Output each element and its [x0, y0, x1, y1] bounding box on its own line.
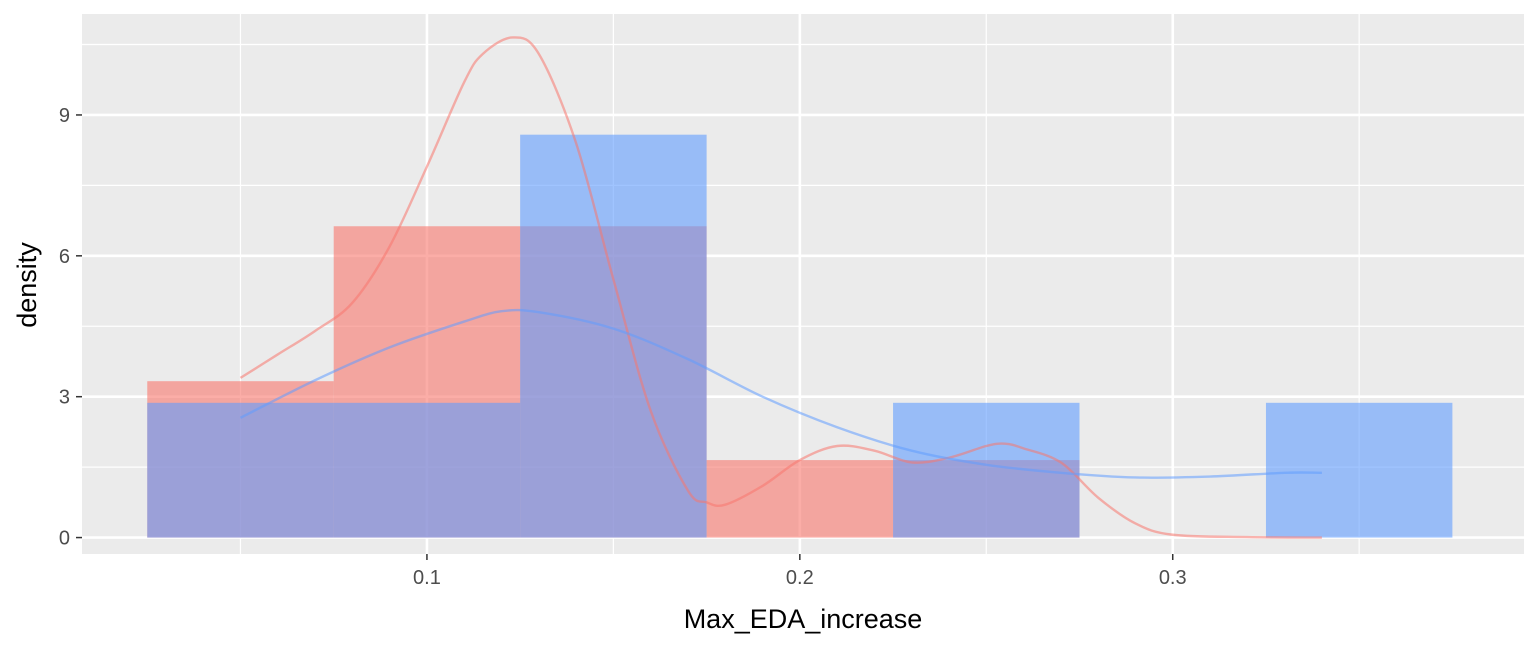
histogram-bar-series-1: [706, 460, 894, 538]
y-tick-label: 6: [59, 246, 70, 268]
x-axis-title: Max_EDA_increase: [684, 604, 923, 634]
y-tick-label: 9: [59, 105, 70, 127]
density-curve-series-1: [239, 36, 1322, 539]
x-tick-label: 0.2: [786, 567, 814, 589]
y-tick-label: 3: [59, 387, 70, 409]
density-curves: [239, 36, 1322, 539]
histogram-bars: [147, 134, 1453, 538]
x-tick-label: 0.1: [413, 567, 441, 589]
histogram-bar-series-2: [333, 402, 521, 538]
histogram-bar-series-2: [893, 402, 1080, 538]
x-tick-label: 0.3: [1159, 567, 1187, 589]
histogram-bar-series-2: [520, 134, 707, 538]
axis-ticks: 0.1 0.2 0.3 0 3 6 9: [59, 105, 1187, 589]
density-curve-series-2: [239, 308, 1322, 479]
y-axis-title: density: [12, 242, 42, 328]
histogram-bar-series-2: [1265, 402, 1453, 538]
y-tick-label: 0: [59, 528, 70, 550]
histogram-bar-series-2: [147, 402, 334, 538]
